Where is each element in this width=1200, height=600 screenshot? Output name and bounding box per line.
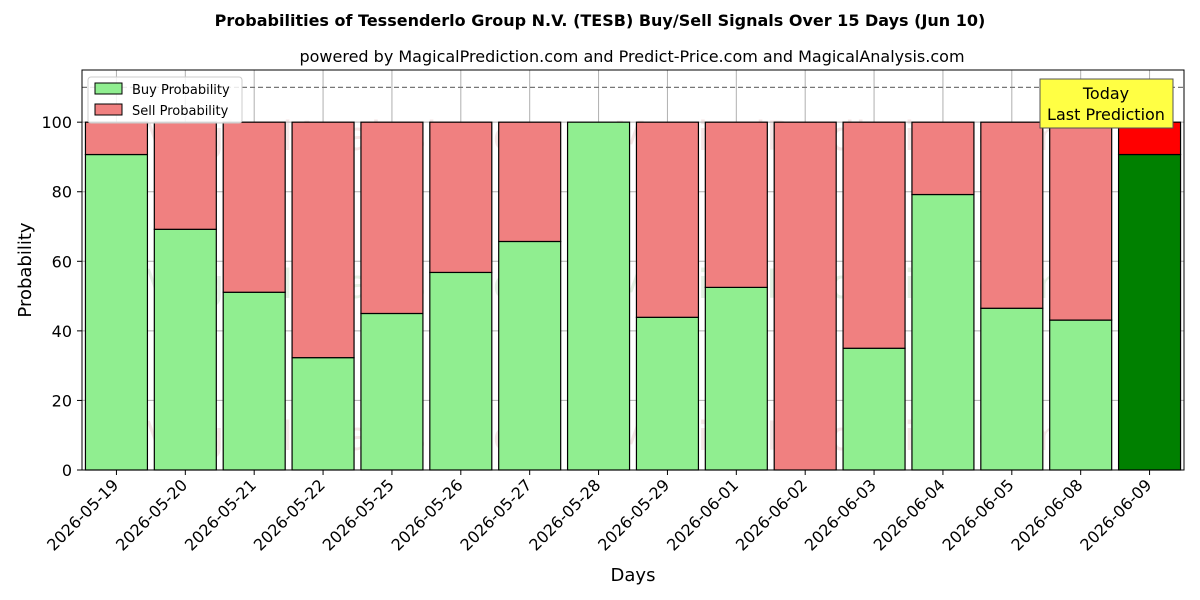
x-tick-label-2026-05-21: 2026-05-21 [181, 475, 260, 554]
plot-frame [81, 69, 1185, 471]
y-axis-label: Probability [15, 222, 36, 317]
buy-bar-2026-05-29 [635, 316, 700, 471]
x-tick-label-2026-05-19: 2026-05-19 [43, 475, 122, 554]
sell-bar-2026-06-05 [980, 121, 1044, 309]
buy-bar-2026-05-19 [84, 153, 149, 471]
x-tick-label-2026-05-29: 2026-05-29 [594, 475, 673, 554]
annotation-box [1039, 78, 1174, 129]
x-tick-label-2026-06-02: 2026-06-02 [732, 475, 811, 554]
sell-bar-2026-05-19 [84, 121, 149, 156]
x-tick-label-2026-05-27: 2026-05-27 [456, 475, 535, 554]
sell-bar-2026-06-03 [842, 121, 906, 349]
buy-bar-2026-05-22 [291, 357, 355, 471]
legend-frame [87, 76, 243, 124]
buy-bar-2026-06-04 [911, 193, 975, 471]
x-tick-label-2026-06-05: 2026-06-05 [938, 475, 1017, 554]
legend-label-buy: Buy Probability [132, 83, 230, 98]
x-tick-label-2026-06-04: 2026-06-04 [870, 475, 949, 554]
sell-bar-2026-05-21 [222, 121, 286, 293]
y-tick-label-60: 60 [52, 252, 72, 271]
y-tick-label-80: 80 [52, 183, 72, 202]
x-tick-label-2026-06-03: 2026-06-03 [801, 475, 880, 554]
x-tick-label-2026-05-25: 2026-05-25 [319, 475, 398, 554]
chart-subtitle: powered by MagicalPrediction.com and Pre… [299, 47, 964, 66]
buy-bar-2026-06-03 [842, 347, 906, 471]
sell-bar-2026-05-22 [291, 121, 355, 359]
chart-title: Probabilities of Tessenderlo Group N.V. … [215, 11, 986, 30]
buy-bar-2026-05-20 [153, 228, 217, 471]
legend-label-sell: Sell Probability [132, 104, 229, 119]
sell-bar-2026-05-20 [153, 121, 217, 230]
buy-bar-2026-06-05 [980, 307, 1044, 471]
y-tick-label-20: 20 [52, 391, 72, 410]
x-tick-label-2026-06-09: 2026-06-09 [1076, 475, 1155, 554]
buy-bar-2026-05-21 [222, 291, 286, 471]
sell-bar-2026-06-08 [1049, 121, 1113, 321]
buy-bar-2026-06-08 [1049, 319, 1113, 471]
sell-bar-2026-06-02 [773, 121, 837, 471]
annotation-line1: Today [1082, 84, 1129, 103]
x-tick-label-2026-05-22: 2026-05-22 [250, 475, 329, 554]
sell-bar-2026-05-29 [635, 121, 700, 318]
sell-bar-2026-06-04 [911, 121, 975, 196]
sell-bar-2026-06-01 [704, 121, 768, 288]
y-tick-label-0: 0 [62, 461, 72, 480]
x-axis-label: Days [611, 565, 656, 586]
x-tick-label-2026-05-20: 2026-05-20 [112, 475, 191, 554]
buy-bar-2026-06-01 [704, 286, 768, 471]
legend-swatch-buy [94, 82, 123, 95]
x-tick-label-2026-06-08: 2026-06-08 [1007, 475, 1086, 554]
y-tick-label-100: 100 [41, 113, 72, 132]
legend: Buy Probability Sell Probability [87, 76, 243, 124]
annotation-line2: Last Prediction [1047, 105, 1165, 124]
sell-bar-2026-05-25 [360, 121, 424, 315]
buy-bar-2026-05-25 [360, 312, 424, 471]
buy-bar-2026-05-27 [498, 240, 562, 471]
bars-layer [82, 86, 1184, 471]
buy-bar-2026-06-09 [1117, 153, 1182, 471]
today-annotation: Today Last Prediction [1039, 78, 1174, 129]
sell-bar-2026-05-26 [429, 121, 493, 274]
sell-bar-2026-05-27 [498, 121, 562, 243]
x-tick-label-2026-05-26: 2026-05-26 [387, 475, 466, 554]
legend-swatch-sell [94, 103, 123, 116]
buy-bar-2026-05-28 [566, 121, 631, 471]
x-tick-label-2026-06-01: 2026-06-01 [663, 475, 742, 554]
x-tick-label-2026-05-28: 2026-05-28 [525, 475, 604, 554]
y-tick-label-40: 40 [52, 322, 72, 341]
buy-bar-2026-05-26 [429, 271, 493, 471]
